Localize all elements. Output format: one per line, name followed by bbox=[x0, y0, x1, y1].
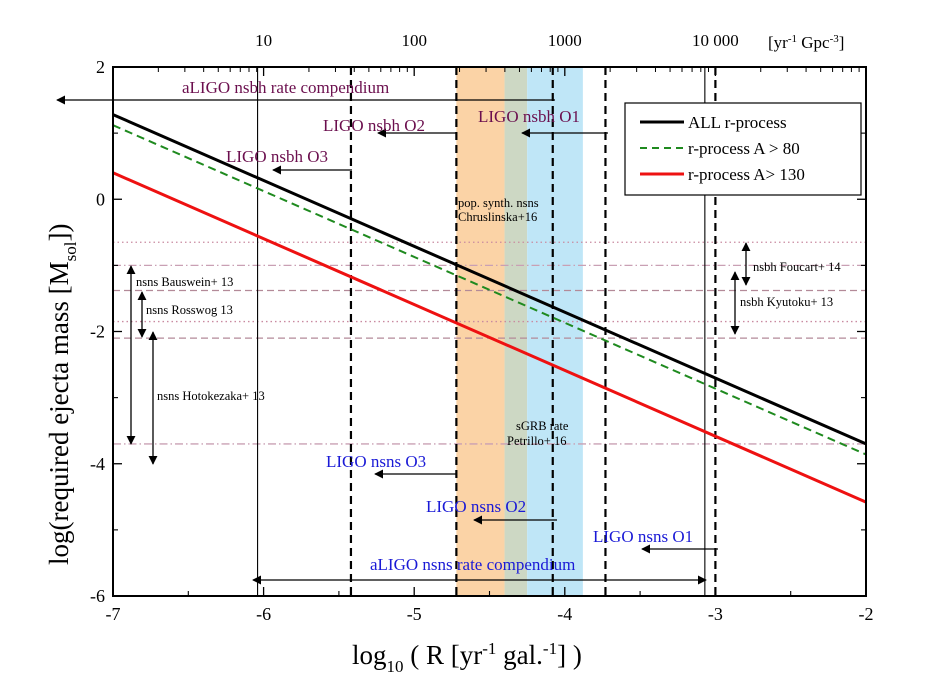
x-tick-label-1: -6 bbox=[256, 604, 271, 624]
legend-label-all: ALL r-process bbox=[688, 113, 787, 132]
series-line-1 bbox=[112, 124, 867, 456]
data-series bbox=[112, 113, 867, 504]
hotokezaka-label: nsns Hotokezaka+ 13 bbox=[157, 389, 265, 403]
top-tick-label-0: 10 bbox=[255, 31, 272, 50]
ligo-nsbh-o3-label: LIGO nsbh O3 bbox=[226, 147, 328, 166]
y-tick-label-3: 0 bbox=[96, 189, 105, 209]
x-tick-label-5: -2 bbox=[859, 604, 874, 624]
x-axis-title: log10 ( R [yr-1 gal.-1] ) bbox=[352, 639, 582, 676]
kyutoku-label: nsbh Kyutoku+ 13 bbox=[740, 295, 833, 309]
ligo-nsns-o1-label: LIGO nsns O1 bbox=[593, 527, 693, 546]
y-tick-label-0: -6 bbox=[90, 586, 105, 606]
series-line-0 bbox=[112, 113, 867, 446]
x-tick-label-0: -7 bbox=[106, 604, 121, 624]
sgrb-label-line2: Petrillo+ 16 bbox=[507, 434, 566, 448]
pop-synth-label-line2: Chruslinska+16 bbox=[458, 210, 537, 224]
series-line-2 bbox=[112, 171, 867, 504]
top-tick-label-2: 1000 bbox=[548, 31, 582, 50]
top-axis-unit: [yr-1 Gpc-3] bbox=[768, 33, 844, 52]
rate-band-1 bbox=[504, 67, 528, 596]
aligo-nsns-label: aLIGO nsns rate compendium bbox=[370, 555, 575, 574]
foucart-label: nsbh Foucart+ 14 bbox=[753, 260, 841, 274]
x-tick-label-3: -4 bbox=[557, 604, 572, 624]
top-tick-label-3: 10 000 bbox=[692, 31, 739, 50]
annotation-arrows bbox=[56, 95, 751, 585]
rate-bands bbox=[456, 67, 583, 596]
sgrb-label-line1: sGRB rate bbox=[516, 419, 569, 433]
ligo-nsns-o3-label: LIGO nsns O3 bbox=[326, 452, 426, 471]
y-tick-label-1: -4 bbox=[90, 454, 105, 474]
legend-label-a80: r-process A > 80 bbox=[688, 139, 800, 158]
rosswog-label: nsns Rosswog 13 bbox=[146, 303, 233, 317]
y-axis-title: log(required ejecta mass [Msol]) bbox=[44, 224, 80, 565]
legend-label-a130: r-process A> 130 bbox=[688, 165, 805, 184]
ligo-nsbh-o1-label: LIGO nsbh O1 bbox=[478, 107, 580, 126]
ligo-nsbh-o2-label: LIGO nsbh O2 bbox=[323, 116, 425, 135]
top-tick-label-1: 100 bbox=[401, 31, 427, 50]
pop-synth-label-line1: pop. synth. nsns bbox=[458, 196, 539, 210]
bauswein-label: nsns Bauswein+ 13 bbox=[136, 275, 233, 289]
x-tick-label-4: -3 bbox=[708, 604, 723, 624]
x-tick-label-2: -5 bbox=[407, 604, 422, 624]
annotations: aLIGO nsbh rate compendium LIGO nsbh O1 … bbox=[136, 78, 841, 574]
y-tick-label-2: -2 bbox=[90, 322, 105, 342]
rate-band-0 bbox=[456, 67, 505, 596]
aligo-nsbh-label: aLIGO nsbh rate compendium bbox=[182, 78, 389, 97]
y-tick-label-4: 2 bbox=[96, 57, 105, 77]
rate-band-2 bbox=[527, 67, 583, 596]
legend: ALL r-process r-process A > 80 r-process… bbox=[624, 102, 862, 196]
ligo-nsns-o2-label: LIGO nsns O2 bbox=[426, 497, 526, 516]
